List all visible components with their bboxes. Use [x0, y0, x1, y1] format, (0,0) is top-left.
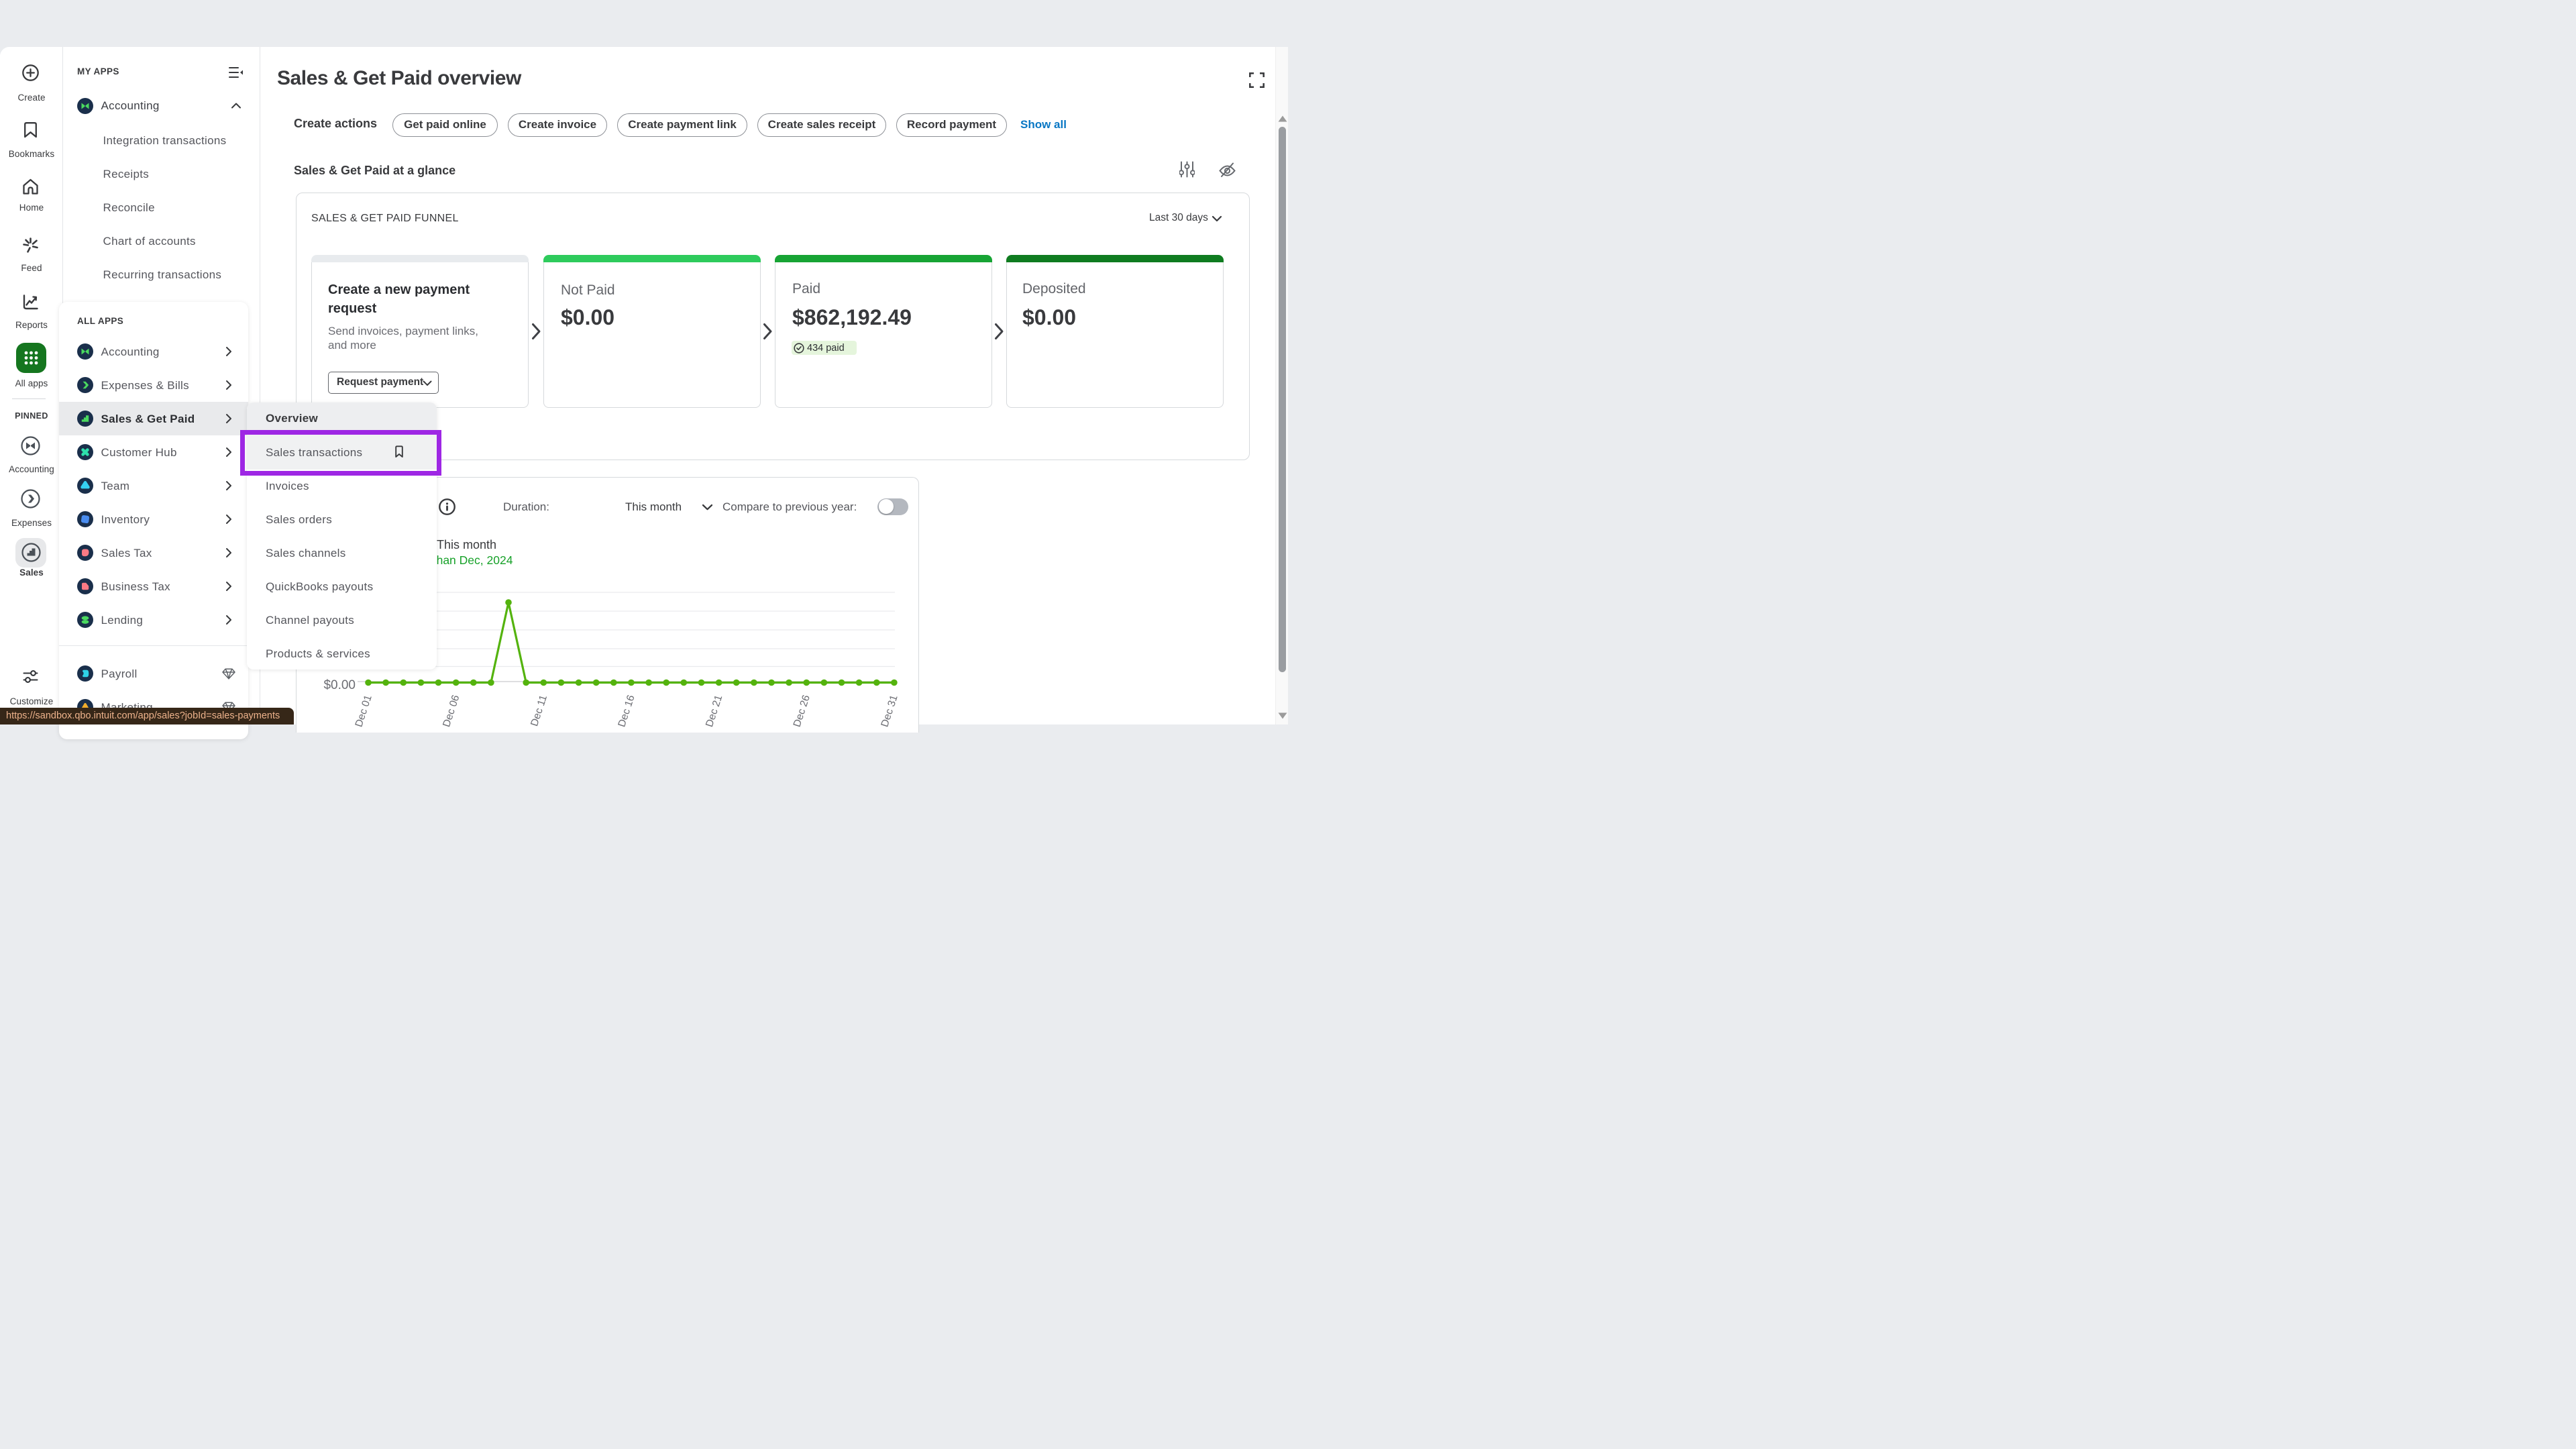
svg-text:Dec 06: Dec 06	[441, 694, 462, 729]
svg-text:Dec 11: Dec 11	[529, 694, 549, 728]
svg-text:Dec 16: Dec 16	[616, 694, 637, 729]
svg-text:Dec 01: Dec 01	[353, 694, 374, 729]
svg-text:Dec 31: Dec 31	[879, 694, 900, 729]
svg-text:Dec 21: Dec 21	[704, 694, 724, 729]
svg-text:Dec 26: Dec 26	[792, 694, 812, 729]
